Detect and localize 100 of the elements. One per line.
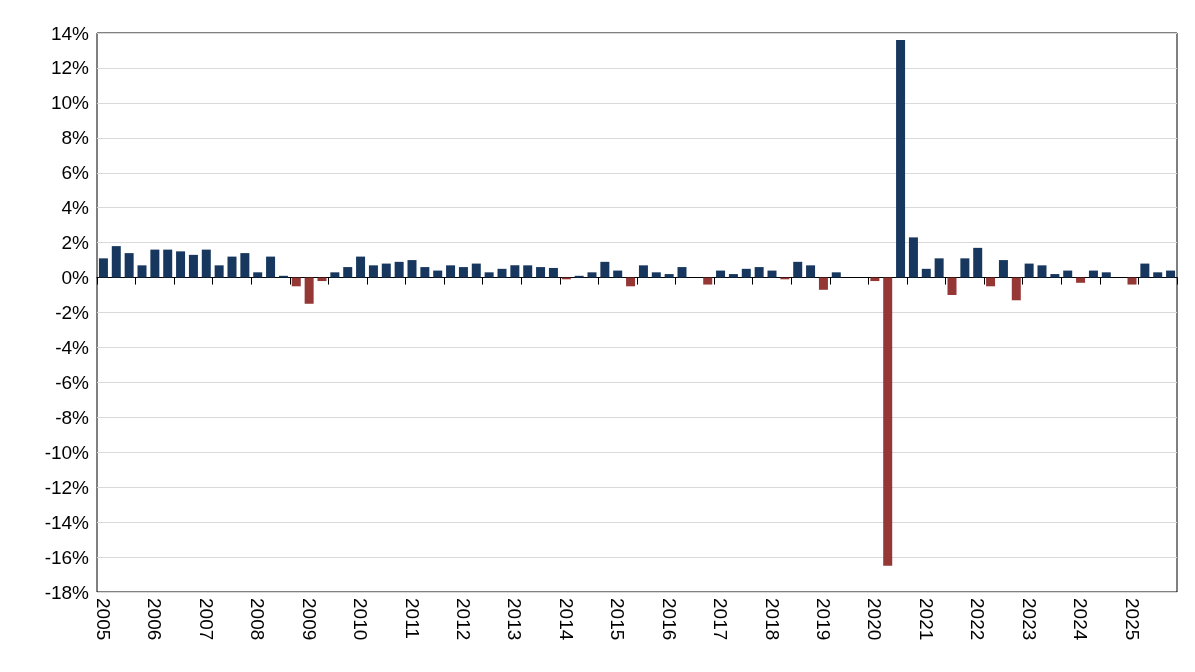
bar — [1050, 274, 1060, 278]
bar — [471, 263, 481, 278]
bar — [908, 237, 918, 278]
bar — [793, 261, 803, 278]
x-tick-label: 2008 — [247, 598, 269, 641]
bar — [433, 270, 443, 278]
y-tick-label: -16% — [44, 546, 90, 568]
bar — [973, 247, 983, 278]
x-tick-label: 2016 — [658, 598, 680, 641]
bar — [767, 270, 777, 278]
y-tick-label: 4% — [61, 197, 90, 219]
bar — [291, 277, 301, 287]
bar — [394, 261, 404, 278]
bar — [510, 265, 520, 278]
bar — [458, 267, 468, 278]
bar — [638, 265, 648, 278]
bar — [1063, 270, 1073, 278]
y-tick-label: 8% — [61, 127, 90, 149]
y-tick-label: 14% — [50, 22, 90, 44]
x-tick-label: 2022 — [967, 598, 989, 641]
y-tick-label: -12% — [44, 476, 90, 498]
bar — [600, 261, 610, 278]
bar — [934, 258, 944, 278]
x-tick-label: 2014 — [555, 598, 577, 641]
bar — [1076, 277, 1086, 283]
x-tick-label: 2017 — [710, 598, 732, 641]
bar — [368, 265, 378, 278]
bar — [536, 267, 546, 278]
x-tick-label: 2005 — [92, 598, 114, 641]
bar — [626, 277, 636, 287]
bar — [98, 258, 108, 278]
y-tick-label: -10% — [44, 441, 90, 463]
x-tick-label: 2015 — [607, 598, 629, 641]
bar — [1166, 270, 1176, 278]
y-tick-label: -4% — [55, 336, 90, 358]
bar — [1153, 272, 1163, 278]
bar — [741, 268, 751, 278]
bar — [266, 256, 276, 278]
x-tick-label: 2020 — [864, 598, 886, 641]
bar — [831, 272, 841, 278]
y-tick-label: -6% — [55, 371, 90, 393]
bar — [1088, 270, 1098, 278]
bar — [587, 272, 597, 278]
y-tick-label: -2% — [55, 302, 90, 323]
bar — [150, 249, 160, 278]
y-tick-label: 6% — [61, 162, 90, 184]
bar — [998, 260, 1008, 278]
bar — [253, 272, 263, 278]
bar — [1024, 263, 1034, 278]
bar — [240, 253, 250, 278]
bar — [124, 253, 134, 278]
bar — [677, 267, 687, 278]
bar — [818, 277, 828, 290]
bar — [484, 272, 494, 278]
bar — [214, 265, 224, 278]
x-tick-label: 2007 — [195, 598, 217, 641]
x-tick-label: 2012 — [452, 598, 474, 641]
bar — [1127, 277, 1137, 285]
bar — [304, 277, 314, 304]
bar — [330, 272, 340, 278]
bar — [664, 274, 674, 278]
bar — [420, 267, 430, 278]
bar — [1101, 272, 1111, 278]
bar — [497, 268, 507, 278]
bar — [754, 267, 764, 278]
y-tick-label: -18% — [44, 581, 90, 603]
x-tick-label: 2006 — [144, 598, 166, 641]
x-tick-label: 2009 — [298, 598, 320, 641]
bar — [947, 277, 957, 296]
bar — [921, 268, 931, 278]
x-tick-label: 2018 — [761, 598, 783, 641]
bar — [188, 254, 198, 278]
x-tick-label: 2025 — [1121, 598, 1143, 641]
bar — [986, 277, 996, 287]
y-tick-label: -14% — [44, 511, 90, 533]
x-tick-label: 2019 — [812, 598, 834, 641]
x-tick-label: 2011 — [401, 598, 423, 639]
bar — [703, 277, 713, 285]
y-tick-label: 2% — [61, 232, 90, 254]
bar — [716, 270, 726, 278]
bar — [651, 272, 661, 278]
x-tick-label: 2023 — [1018, 598, 1040, 641]
x-tick-label: 2010 — [350, 598, 372, 641]
bar — [523, 265, 533, 278]
bar — [356, 256, 366, 278]
bar — [111, 246, 121, 278]
bar — [1011, 277, 1021, 301]
bar — [343, 267, 353, 278]
bar — [176, 251, 186, 278]
y-tick-label: 10% — [50, 92, 90, 114]
bar — [548, 267, 558, 278]
x-tick-label: 2013 — [504, 598, 526, 641]
bar — [896, 39, 906, 278]
bar — [407, 260, 417, 278]
bar — [381, 263, 391, 278]
bar — [1037, 265, 1047, 278]
bar — [137, 265, 147, 278]
bar — [728, 274, 738, 278]
x-tick-label: 2024 — [1070, 598, 1092, 641]
y-tick-label: 12% — [50, 57, 90, 79]
